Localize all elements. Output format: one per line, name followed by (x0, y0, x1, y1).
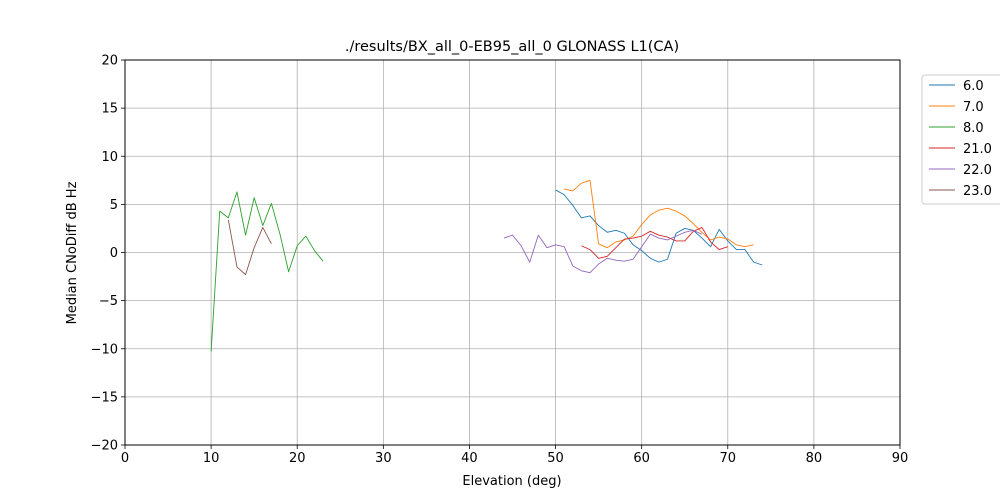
y-tick-label: 5 (110, 198, 118, 213)
x-tick-label: 90 (892, 451, 909, 466)
legend-label: 6.0 (963, 79, 984, 94)
legend-label: 23.0 (963, 184, 992, 199)
legend-label: 7.0 (963, 100, 984, 115)
x-tick-label: 20 (289, 451, 306, 466)
y-tick-label: 20 (101, 54, 118, 69)
series-line-23-0 (227, 219, 272, 276)
x-tick-label: 80 (806, 451, 823, 466)
chart-title: ./results/BX_all_0-EB95_all_0 GLONASS L1… (345, 39, 679, 55)
y-tick-label: 15 (101, 102, 118, 117)
series-lines (210, 179, 763, 352)
legend-items: 6.0 7.0 8.0 21.0 22.0 23.0 (929, 79, 992, 199)
x-tick-label: 70 (720, 451, 737, 466)
series-line-21-0 (581, 227, 728, 259)
legend-label: 21.0 (963, 142, 992, 157)
series-line-7-0 (564, 179, 754, 249)
y-tick-label: 0 (110, 246, 118, 261)
x-tick-label: 50 (547, 451, 564, 466)
legend-frame (921, 74, 1000, 205)
y-axis-label: Median CNoDiff dB Hz (65, 181, 80, 324)
x-tick-label: 40 (461, 451, 478, 466)
legend-label: 8.0 (963, 121, 984, 136)
y-tick-label: −5 (99, 294, 118, 309)
y-tick-label: −10 (91, 342, 118, 357)
series-line-22-0 (503, 229, 703, 274)
series-line-8-0 (210, 191, 324, 352)
x-axis-ticks: 0 10 20 30 40 50 60 70 80 90 (121, 445, 908, 466)
x-tick-label: 60 (633, 451, 650, 466)
y-tick-label: 10 (101, 150, 118, 165)
y-tick-label: −20 (91, 439, 118, 454)
x-tick-label: 10 (203, 451, 220, 466)
x-tick-label: 30 (375, 451, 392, 466)
x-axis-label: Elevation (deg) (462, 474, 561, 489)
y-axis-ticks: −20 −15 −10 −5 0 5 10 15 20 (91, 54, 125, 454)
legend-label: 22.0 (963, 163, 992, 178)
legend: 6.0 7.0 8.0 21.0 22.0 23.0 (921, 74, 1000, 205)
series-line-6-0 (555, 189, 763, 266)
y-tick-label: −15 (91, 390, 118, 405)
x-tick-label: 0 (121, 451, 129, 466)
